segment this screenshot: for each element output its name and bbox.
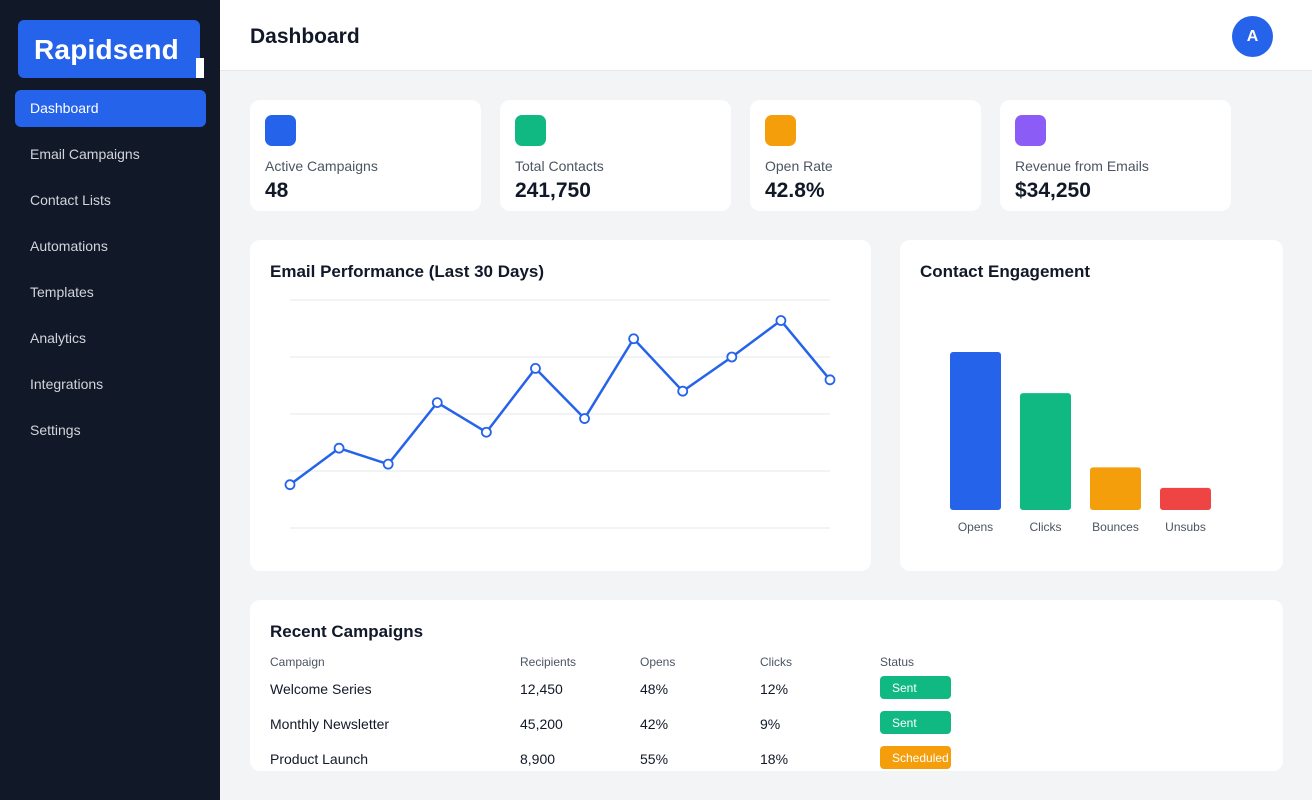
bar <box>1090 467 1141 510</box>
bar-label: Opens <box>958 520 993 534</box>
chart-title: Email Performance (Last 30 Days) <box>270 262 545 281</box>
data-point <box>480 426 492 438</box>
bar-chart: Opens Clicks Bounces Unsubs <box>950 352 1211 534</box>
data-point <box>333 442 345 454</box>
column-header-recipients: Recipients <box>520 655 577 669</box>
app-name: Rapidsend <box>34 34 179 65</box>
sidebar-item-label: Contact Lists <box>30 192 111 208</box>
sidebar-item-label: Templates <box>30 284 94 300</box>
sidebar: Rapidsend Dashboard Email Campaigns Cont… <box>0 0 220 800</box>
sidebar-item-settings[interactable]: Settings <box>15 412 206 449</box>
column-header-campaign: Campaign <box>270 655 325 669</box>
data-point <box>775 315 787 326</box>
recipients-cell: 12,450 <box>520 681 563 697</box>
engagement-chart-card: Contact Engagement Opens Clicks Bounces Uns… <box>900 240 1283 571</box>
sidebar-item-dashboard[interactable]: Dashboard <box>15 90 206 127</box>
opens-cell: 55% <box>640 751 669 767</box>
stat-label: Open Rate <box>765 158 833 174</box>
status-badge: Sent <box>880 711 951 734</box>
stat-card-active-campaigns: Active Campaigns 48 <box>250 100 481 211</box>
bar <box>950 352 1001 510</box>
stat-value: 241,750 <box>515 179 591 202</box>
series-line <box>289 319 831 486</box>
stat-value: $34,250 <box>1015 179 1091 202</box>
stat-card-open-rate: Open Rate 42.8% <box>750 100 981 211</box>
data-point <box>824 374 836 386</box>
open-rate-icon <box>765 115 796 146</box>
sidebar-item-automations[interactable]: Automations <box>15 228 206 265</box>
sidebar-item-label: Settings <box>30 422 81 438</box>
data-point <box>628 333 640 345</box>
sidebar-nav: Dashboard Email Campaigns Contact Lists … <box>15 90 206 458</box>
column-header-clicks: Clicks <box>760 655 792 669</box>
page-title: Dashboard <box>250 25 360 48</box>
bar-label: Clicks <box>1030 520 1062 534</box>
recent-campaigns-card: Recent Campaigns Campaign Recipients Ope… <box>250 600 1283 771</box>
sidebar-item-label: Email Campaigns <box>30 146 140 162</box>
sidebar-item-analytics[interactable]: Analytics <box>15 320 206 357</box>
opens-cell: 48% <box>640 681 669 697</box>
stat-label: Active Campaigns <box>265 158 378 174</box>
status-badge: Sent <box>880 676 951 699</box>
sidebar-item-label: Analytics <box>30 330 87 346</box>
data-point <box>382 458 394 470</box>
column-header-opens: Opens <box>640 655 676 669</box>
top-header: Dashboard A <box>220 0 1312 71</box>
sidebar-item-email-campaigns[interactable]: Email Campaigns <box>15 136 206 173</box>
logo-notch <box>196 58 204 78</box>
stat-label: Revenue from Emails <box>1015 158 1149 174</box>
contacts-icon <box>515 115 546 146</box>
bar <box>1020 393 1071 510</box>
revenue-icon <box>1015 115 1046 146</box>
clicks-cell: 12% <box>760 681 789 697</box>
recipients-cell: 8,900 <box>520 751 556 767</box>
data-point <box>677 385 689 397</box>
sidebar-item-label: Automations <box>30 238 108 254</box>
line-chart <box>284 299 836 529</box>
data-point <box>579 413 590 424</box>
campaign-name: Product Launch <box>270 751 369 767</box>
status-badge: Scheduled <box>880 746 951 769</box>
stat-label: Total Contacts <box>515 158 604 174</box>
data-point <box>530 362 541 374</box>
chart-title: Contact Engagement <box>920 262 1091 281</box>
campaign-name: Monthly Newsletter <box>270 716 390 732</box>
recipients-cell: 45,200 <box>520 716 563 732</box>
bar-label: Bounces <box>1092 520 1139 534</box>
stat-value: 48 <box>265 179 289 202</box>
stat-value: 42.8% <box>765 179 825 202</box>
app-logo[interactable]: Rapidsend <box>18 20 204 78</box>
clicks-cell: 9% <box>760 716 781 732</box>
campaign-icon <box>265 115 296 146</box>
data-point <box>431 397 443 409</box>
campaign-name: Welcome Series <box>270 681 372 697</box>
performance-chart-card: Email Performance (Last 30 Days) <box>250 240 871 571</box>
user-avatar[interactable]: A <box>1232 16 1273 57</box>
section-title: Recent Campaigns <box>270 622 424 641</box>
clicks-cell: 18% <box>760 751 789 767</box>
sidebar-item-contact-lists[interactable]: Contact Lists <box>15 182 206 219</box>
sidebar-item-integrations[interactable]: Integrations <box>15 366 206 403</box>
stat-card-total-contacts: Total Contacts 241,750 <box>500 100 731 211</box>
data-point <box>726 351 738 363</box>
stat-card-revenue: Revenue from Emails $34,250 <box>1000 100 1231 211</box>
column-header-status: Status <box>880 655 915 669</box>
bar <box>1160 487 1211 510</box>
bar-label: Unsubs <box>1165 520 1206 534</box>
data-point <box>284 479 296 491</box>
opens-cell: 42% <box>640 716 669 732</box>
sidebar-item-label: Dashboard <box>30 100 99 116</box>
sidebar-item-label: Integrations <box>30 376 104 392</box>
sidebar-item-templates[interactable]: Templates <box>15 274 206 311</box>
